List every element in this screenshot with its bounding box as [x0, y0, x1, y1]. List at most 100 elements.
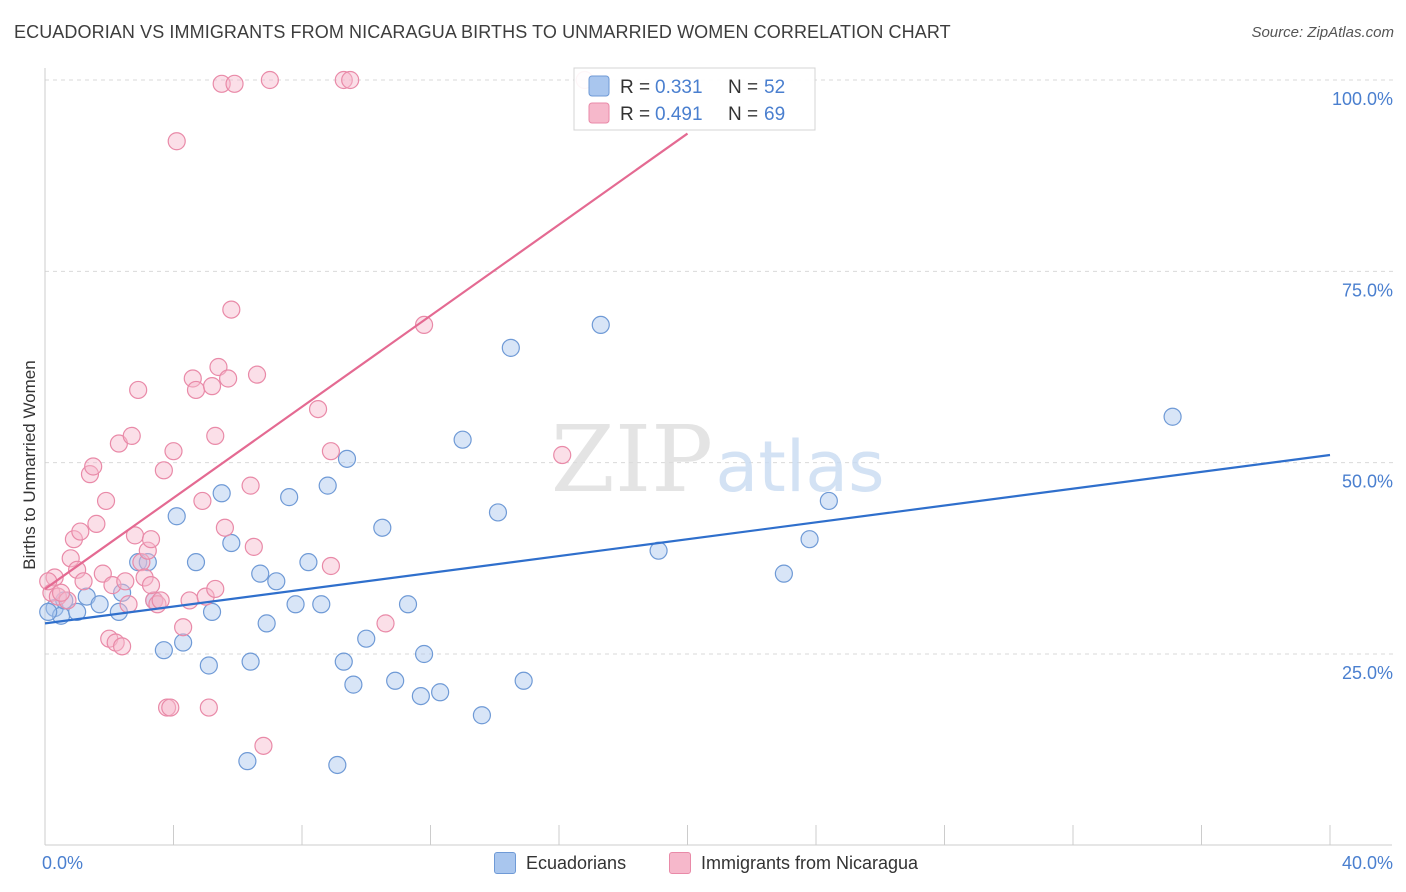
point-ecuadorian: [202, 602, 222, 622]
point-nicaragua: [186, 380, 206, 400]
point-nicaragua: [167, 132, 186, 151]
point-nicaragua: [96, 491, 116, 511]
point-nicaragua: [74, 572, 93, 591]
point-nicaragua: [321, 556, 341, 576]
point-nicaragua: [193, 491, 212, 511]
trend-line-nicaragua: [44, 132, 689, 590]
trend-lines: [44, 132, 1331, 625]
point-nicaragua: [414, 315, 434, 335]
point-ecuadorian: [299, 553, 318, 572]
point-ecuadorian: [238, 752, 257, 771]
point-nicaragua: [260, 70, 279, 90]
point-ecuadorian: [222, 533, 241, 553]
point-ecuadorian: [398, 595, 418, 614]
point-ecuadorian: [280, 488, 299, 507]
point-nicaragua: [116, 572, 135, 591]
point-nicaragua: [225, 74, 244, 93]
point-nicaragua: [308, 399, 328, 419]
point-ecuadorian: [800, 530, 819, 549]
point-nicaragua: [341, 70, 360, 90]
point-ecuadorian: [411, 686, 430, 706]
legend-swatch-blue: [494, 852, 516, 874]
y-tick-label: 25.0%: [1342, 663, 1393, 683]
trend-line-ecuadorians: [44, 453, 1331, 625]
point-nicaragua: [138, 541, 157, 560]
point-nicaragua: [183, 369, 202, 388]
axes: [44, 68, 1392, 846]
chart-title: ECUADORIAN VS IMMIGRANTS FROM NICARAGUA …: [14, 22, 951, 42]
point-nicaragua: [321, 442, 341, 461]
watermark-atlas: atlas: [715, 426, 884, 508]
point-nicaragua: [154, 461, 173, 480]
point-ecuadorian: [167, 507, 186, 526]
legend-label-ecuadorians: Ecuadorians: [526, 852, 627, 873]
point-ecuadorian: [373, 518, 392, 537]
point-ecuadorian: [251, 564, 270, 583]
point-ecuadorian: [488, 503, 508, 522]
point-ecuadorian: [472, 706, 491, 725]
gridlines: [45, 79, 1395, 655]
point-nicaragua: [68, 560, 87, 579]
legend-n-label: N =: [728, 77, 758, 98]
point-ecuadorian: [337, 449, 357, 468]
legend-label-nicaragua: Immigrants from Nicaragua: [701, 852, 919, 873]
point-nicaragua: [161, 698, 180, 717]
legend-swatch-blue: [588, 75, 610, 97]
point-nicaragua: [180, 591, 199, 610]
point-ecuadorian: [501, 338, 520, 357]
legend-r-value: 0.331: [655, 77, 703, 98]
legend-item-ecuadorians[interactable]: Ecuadorians: [494, 852, 626, 874]
point-ecuadorian: [591, 315, 610, 335]
point-ecuadorian: [414, 644, 434, 664]
y-tick-label: 75.0%: [1342, 280, 1393, 300]
point-ecuadorian: [318, 476, 337, 495]
point-nicaragua: [247, 365, 267, 384]
point-nicaragua: [129, 380, 148, 400]
legend-r-label: R =: [620, 77, 650, 98]
legend-frame: [573, 67, 816, 131]
source-label: Source: ZipAtlas.com: [1251, 24, 1394, 41]
point-nicaragua: [87, 514, 106, 533]
point-nicaragua: [84, 457, 103, 476]
point-ecuadorian: [328, 755, 347, 775]
point-nicaragua: [164, 442, 183, 461]
x-tick-label: 0.0%: [42, 853, 83, 873]
point-ecuadorian: [334, 652, 353, 671]
point-ecuadorian: [344, 675, 363, 694]
x-tick-label: 40.0%: [1342, 853, 1393, 873]
legend-swatch-pink: [588, 102, 610, 124]
point-ecuadorian: [514, 671, 533, 690]
data-points: [39, 70, 1182, 775]
point-ecuadorian: [431, 683, 450, 702]
point-ecuadorian: [90, 595, 109, 614]
point-nicaragua: [122, 426, 141, 445]
legend-r-label: R =: [620, 104, 650, 125]
point-nicaragua: [212, 74, 231, 93]
legend-box: R = 0.331 N = 52 R = 0.491 N = 69: [573, 67, 816, 131]
point-nicaragua: [61, 549, 80, 568]
point-nicaragua: [202, 377, 222, 396]
legend-r-value: 0.491: [655, 104, 703, 125]
point-ecuadorian: [1163, 407, 1182, 426]
legend-swatch-pink: [669, 852, 691, 874]
point-ecuadorian: [357, 629, 376, 648]
point-ecuadorian: [174, 633, 193, 652]
point-nicaragua: [199, 698, 218, 717]
point-nicaragua: [553, 445, 572, 465]
point-nicaragua: [222, 300, 241, 319]
legend-item-nicaragua[interactable]: Immigrants from Nicaragua: [669, 852, 918, 874]
point-ecuadorian: [819, 491, 838, 511]
point-ecuadorian: [386, 671, 405, 690]
legend-n-value: 69: [764, 104, 785, 125]
point-ecuadorian: [154, 641, 173, 660]
y-tick-label: 100.0%: [1332, 89, 1393, 109]
point-nicaragua: [174, 618, 193, 637]
point-nicaragua: [206, 426, 225, 445]
axis-ticks: 25.0% 50.0% 75.0% 100.0% 0.0% 40.0%: [42, 89, 1393, 873]
point-ecuadorian: [112, 583, 132, 602]
point-nicaragua: [376, 614, 395, 633]
watermark-zip: ZIP: [551, 406, 713, 513]
point-nicaragua: [206, 579, 225, 599]
point-nicaragua: [334, 70, 353, 90]
